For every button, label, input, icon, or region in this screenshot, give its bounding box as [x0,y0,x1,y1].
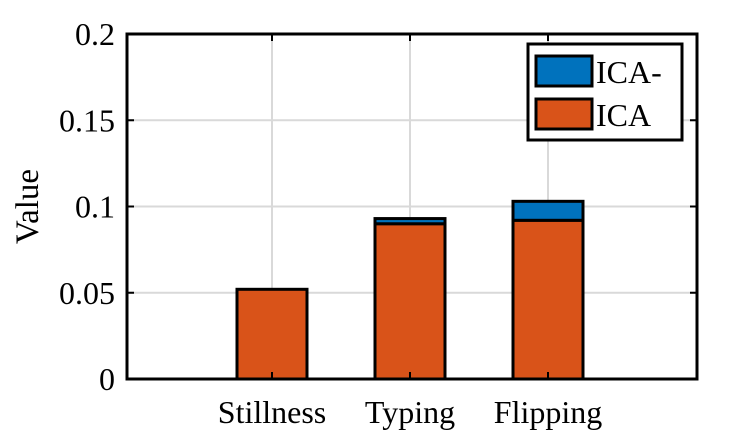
y-tick-label: 0.05 [59,275,115,311]
legend: ICA- ICA [526,42,684,142]
ticks: 0 0.05 0.1 0.15 0.2 Stillness Typing Flipping [59,16,697,430]
x-tick-label: Flipping [494,394,602,430]
bar-ica-typing [373,217,447,226]
bar-ica-stillness [235,287,309,381]
bars [235,199,585,381]
y-axis-label: Value [10,169,46,244]
bar-ica-typing [373,222,447,381]
y-tick-label: 0.15 [59,102,115,138]
x-tick-label: Typing [365,394,455,430]
bar-ica-flipping [511,218,585,381]
y-tick-label: 0.2 [75,16,115,52]
legend-swatch [534,54,594,88]
legend-label: ICA- [596,54,662,90]
y-tick-label: 0 [99,361,115,397]
legend-label: ICA [596,97,651,133]
legend-swatch [534,97,594,131]
y-tick-label: 0.1 [75,189,115,225]
x-tick-label: Stillness [218,394,326,430]
bar-ica-flipping [511,199,585,222]
